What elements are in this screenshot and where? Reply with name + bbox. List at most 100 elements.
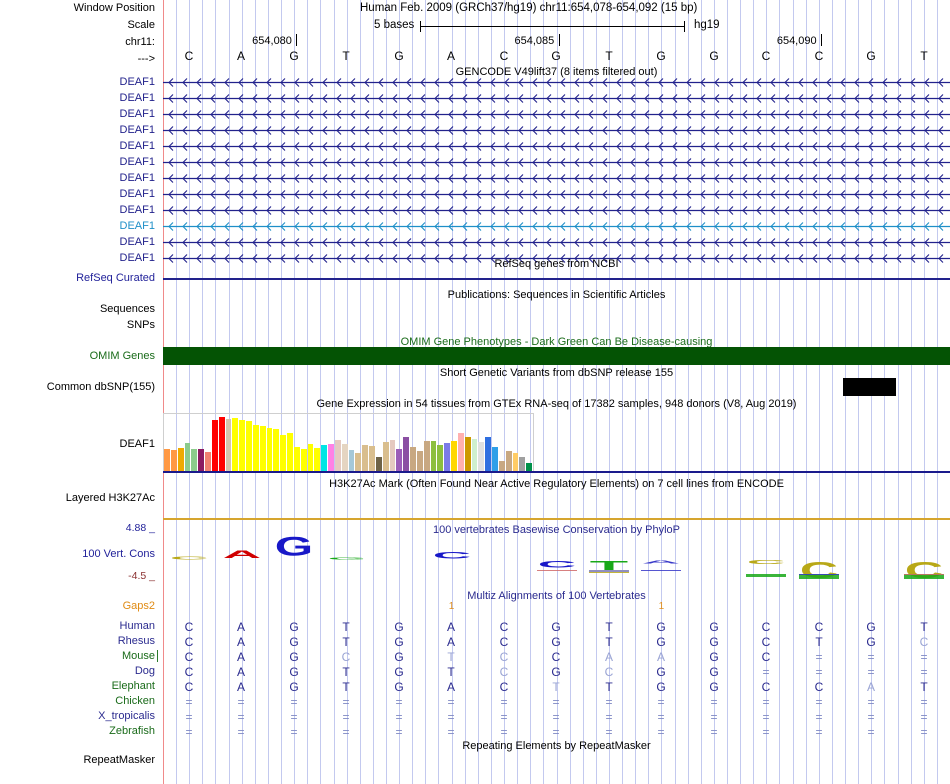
gtex-tissue-bar[interactable] bbox=[403, 437, 410, 471]
multiz-aligned-base[interactable]: C bbox=[184, 680, 194, 694]
multiz-aligned-base[interactable]: C bbox=[184, 650, 194, 664]
multiz-aligned-base[interactable]: G bbox=[551, 665, 561, 679]
multiz-unaligned-marker[interactable]: = bbox=[185, 725, 193, 739]
gtex-tissue-bar[interactable] bbox=[444, 443, 451, 471]
gtex-tissue-bar[interactable] bbox=[492, 447, 498, 471]
gtex-tissue-bar[interactable] bbox=[389, 439, 396, 471]
gtex-tissue-bar[interactable] bbox=[369, 446, 375, 471]
multiz-unaligned-marker[interactable]: = bbox=[762, 665, 770, 679]
gtex-tissue-bar[interactable] bbox=[437, 445, 444, 471]
multiz-aligned-base[interactable]: G bbox=[656, 665, 666, 679]
gtex-tissue-bar[interactable] bbox=[232, 418, 239, 471]
multiz-unaligned-marker[interactable]: = bbox=[920, 695, 928, 709]
gencode-transcript-label[interactable]: DEAF1 bbox=[119, 252, 155, 264]
gencode-transcript-label[interactable]: DEAF1 bbox=[119, 124, 155, 136]
multiz-aligned-base[interactable]: C bbox=[551, 650, 561, 664]
gtex-tissue-bar[interactable] bbox=[328, 443, 334, 471]
row-label-gtex-gene[interactable]: DEAF1 bbox=[119, 438, 155, 450]
multiz-unaligned-marker[interactable]: = bbox=[815, 710, 823, 724]
multiz-aligned-base[interactable]: T bbox=[342, 620, 350, 634]
multiz-aligned-base[interactable]: G bbox=[394, 650, 404, 664]
multiz-aligned-base[interactable]: G bbox=[866, 620, 876, 634]
gencode-transcript-row[interactable] bbox=[163, 189, 950, 200]
multiz-aligned-base[interactable]: C bbox=[761, 650, 771, 664]
multiz-species-label[interactable]: Elephant bbox=[111, 680, 155, 692]
gtex-tissue-bar[interactable] bbox=[485, 436, 492, 471]
gencode-transcript-label[interactable]: DEAF1 bbox=[119, 76, 155, 88]
multiz-unaligned-marker[interactable]: = bbox=[342, 725, 350, 739]
multiz-aligned-base[interactable]: T bbox=[605, 680, 613, 694]
multiz-aligned-base[interactable]: A bbox=[446, 680, 455, 694]
multiz-unaligned-marker[interactable]: = bbox=[710, 710, 718, 724]
multiz-unaligned-marker[interactable]: = bbox=[447, 725, 455, 739]
row-label-layered-h3k27ac[interactable]: Layered H3K27Ac bbox=[65, 492, 155, 504]
gtex-tissue-bar[interactable] bbox=[341, 443, 348, 471]
multiz-aligned-base[interactable]: A bbox=[866, 680, 875, 694]
multiz-unaligned-marker[interactable]: = bbox=[342, 710, 350, 724]
multiz-aligned-base[interactable]: G bbox=[394, 635, 404, 649]
multiz-aligned-base[interactable]: G bbox=[709, 650, 719, 664]
gtex-tissue-bar[interactable] bbox=[348, 450, 355, 471]
gtex-tissue-bar[interactable] bbox=[355, 453, 362, 471]
multiz-aligned-base[interactable]: T bbox=[815, 635, 823, 649]
gtex-tissue-bar[interactable] bbox=[410, 447, 416, 471]
gencode-transcript-label[interactable]: DEAF1 bbox=[119, 236, 155, 248]
gtex-tissue-bar[interactable] bbox=[457, 432, 464, 471]
multiz-unaligned-marker[interactable]: = bbox=[867, 695, 875, 709]
multiz-unaligned-marker[interactable]: = bbox=[605, 710, 613, 724]
multiz-aligned-base[interactable]: G bbox=[289, 635, 299, 649]
multiz-aligned-base[interactable]: G bbox=[394, 620, 404, 634]
gencode-transcript-row[interactable] bbox=[163, 77, 950, 88]
multiz-unaligned-marker[interactable]: = bbox=[920, 725, 928, 739]
gencode-transcript-row[interactable] bbox=[163, 221, 950, 232]
gtex-tissue-bar[interactable] bbox=[430, 441, 437, 471]
multiz-unaligned-marker[interactable]: = bbox=[342, 695, 350, 709]
multiz-aligned-base[interactable]: A bbox=[656, 650, 665, 664]
multiz-unaligned-marker[interactable]: = bbox=[920, 710, 928, 724]
multiz-aligned-base[interactable]: G bbox=[551, 620, 561, 634]
multiz-unaligned-marker[interactable]: = bbox=[815, 695, 823, 709]
row-label-refseq-curated[interactable]: RefSeq Curated bbox=[76, 272, 155, 284]
gtex-tissue-bar[interactable] bbox=[519, 456, 526, 471]
multiz-unaligned-marker[interactable]: = bbox=[657, 695, 665, 709]
row-label-common-dbsnp[interactable]: Common dbSNP(155) bbox=[46, 381, 155, 393]
multiz-unaligned-marker[interactable]: = bbox=[237, 725, 245, 739]
multiz-unaligned-marker[interactable]: = bbox=[290, 695, 298, 709]
gencode-transcript-label[interactable]: DEAF1 bbox=[119, 156, 155, 168]
multiz-unaligned-marker[interactable]: = bbox=[395, 695, 403, 709]
track-title-omim[interactable]: OMIM Gene Phenotypes - Dark Green Can Be… bbox=[400, 336, 713, 348]
multiz-aligned-base[interactable]: T bbox=[605, 635, 613, 649]
gencode-transcript-row[interactable] bbox=[163, 157, 950, 168]
multiz-aligned-base[interactable]: T bbox=[920, 620, 928, 634]
gencode-transcript-label[interactable]: DEAF1 bbox=[119, 204, 155, 216]
multiz-species-label[interactable]: Human bbox=[119, 620, 155, 632]
multiz-aligned-base[interactable]: C bbox=[761, 635, 771, 649]
multiz-aligned-base[interactable]: C bbox=[499, 620, 509, 634]
gtex-tissue-bar[interactable] bbox=[375, 456, 382, 471]
multiz-aligned-base[interactable]: T bbox=[552, 680, 560, 694]
multiz-aligned-base[interactable]: T bbox=[447, 650, 455, 664]
gtex-tissue-bar[interactable] bbox=[498, 461, 505, 471]
multiz-unaligned-marker[interactable]: = bbox=[237, 695, 245, 709]
multiz-aligned-base[interactable]: C bbox=[184, 620, 194, 634]
track-title-refseq[interactable]: RefSeq genes from NCBI bbox=[494, 258, 619, 270]
multiz-unaligned-marker[interactable]: = bbox=[185, 695, 193, 709]
gencode-transcript-row[interactable] bbox=[163, 141, 950, 152]
multiz-unaligned-marker[interactable]: = bbox=[815, 725, 823, 739]
gencode-transcript-row[interactable] bbox=[163, 109, 950, 120]
gencode-transcript-label[interactable]: DEAF1 bbox=[119, 140, 155, 152]
track-title-gencode[interactable]: GENCODE V49lift37 (8 items filtered out) bbox=[455, 66, 658, 78]
multiz-unaligned-marker[interactable]: = bbox=[447, 695, 455, 709]
track-title-dbsnp[interactable]: Short Genetic Variants from dbSNP releas… bbox=[439, 367, 674, 379]
multiz-unaligned-marker[interactable]: = bbox=[185, 710, 193, 724]
gtex-expression-barchart[interactable] bbox=[163, 413, 534, 471]
multiz-unaligned-marker[interactable]: = bbox=[552, 695, 560, 709]
multiz-aligned-base[interactable]: G bbox=[394, 665, 404, 679]
multiz-unaligned-marker[interactable]: = bbox=[237, 710, 245, 724]
gtex-tissue-bar[interactable] bbox=[246, 421, 252, 471]
gtex-tissue-bar[interactable] bbox=[273, 429, 280, 471]
gtex-tissue-bar[interactable] bbox=[423, 441, 430, 471]
multiz-unaligned-marker[interactable]: = bbox=[447, 710, 455, 724]
multiz-aligned-base[interactable]: G bbox=[656, 620, 666, 634]
gtex-tissue-bar[interactable] bbox=[478, 442, 485, 471]
